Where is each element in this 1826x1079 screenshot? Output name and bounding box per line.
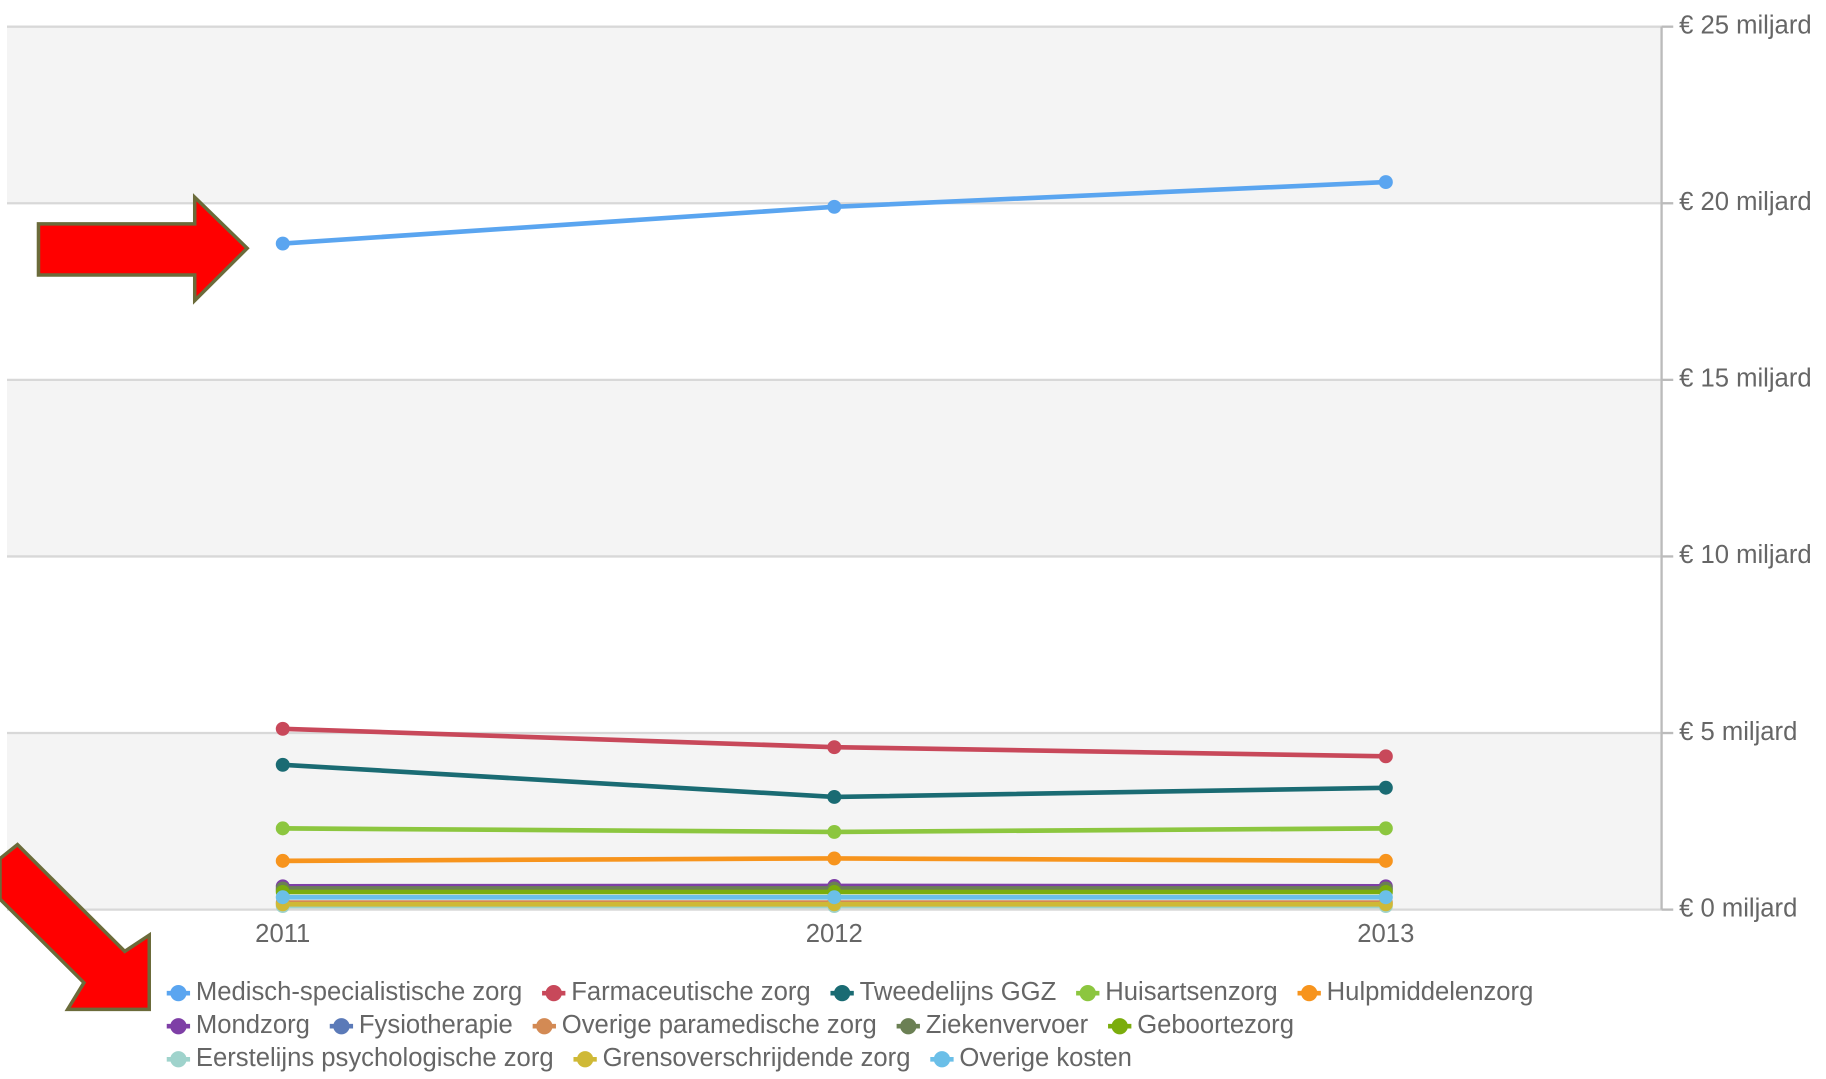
legend-label: Tweedelijns GGZ <box>860 978 1057 1006</box>
legend-label: Overige paramedische zorg <box>562 1011 877 1039</box>
legend-item: Ziekenvervoer <box>896 1011 1089 1039</box>
legend-item: Overige kosten <box>930 1044 1132 1072</box>
legend-label: Medisch-specialistische zorg <box>196 978 522 1006</box>
legend-marker <box>170 985 187 1002</box>
plot-band <box>6 379 1662 557</box>
data-point <box>1378 853 1393 868</box>
data-point <box>275 757 290 772</box>
data-point <box>827 199 842 214</box>
grid: € 0 miljard € 5 miljard € 10 miljard € 15 m… <box>6 11 1812 948</box>
data-point <box>1378 175 1393 190</box>
legend: Medisch-specialistische zorg Farmaceutisc… <box>166 978 1534 1072</box>
data-point <box>275 821 290 836</box>
y-tick-label: € 5 miljard <box>1679 718 1797 746</box>
data-point <box>1378 890 1393 905</box>
y-tick-label: € 15 miljard <box>1679 365 1812 393</box>
legend-item: Geboortezorg <box>1108 1011 1294 1039</box>
legend-item: Huisartsenzorg <box>1076 978 1278 1006</box>
data-point <box>275 721 290 736</box>
legend-marker <box>536 1018 553 1035</box>
legend-label: Overige kosten <box>959 1044 1131 1072</box>
legend-item: Farmaceutische zorg <box>542 978 811 1006</box>
legend-label: Fysiotherapie <box>359 1011 513 1039</box>
legend-item: Overige paramedische zorg <box>532 1011 877 1039</box>
legend-marker <box>933 1051 951 1068</box>
annotation-arrow <box>0 842 152 1012</box>
legend-label: Ziekenvervoer <box>926 1011 1089 1039</box>
legend-marker <box>576 1051 594 1068</box>
x-tick-label: 2012 <box>806 920 863 948</box>
legend-item: Eerstelijns psychologische zorg <box>166 1044 554 1072</box>
legend-label: Geboortezorg <box>1137 1011 1294 1039</box>
y-tick-label: € 20 miljard <box>1679 188 1812 216</box>
data-point <box>1378 821 1393 836</box>
legend-label: Hulpmiddelenzorg <box>1327 978 1534 1006</box>
data-point <box>1378 749 1393 764</box>
legend-marker <box>833 985 851 1002</box>
plot-bands <box>6 26 1662 910</box>
data-point <box>827 890 842 905</box>
legend-item: Tweedelijns GGZ <box>830 978 1056 1006</box>
data-point <box>827 824 842 839</box>
data-point <box>1378 780 1393 795</box>
legend-marker <box>170 1018 187 1035</box>
data-point <box>827 851 842 866</box>
series-lines <box>275 175 1393 914</box>
y-tick-label: € 0 miljard <box>1679 894 1797 922</box>
legend-item: Medisch-specialistische zorg <box>166 978 522 1006</box>
legend-marker <box>333 1018 350 1035</box>
x-tick-label: 2011 <box>255 920 310 948</box>
legend-item: Grensoverschrijdende zorg <box>573 1044 910 1072</box>
data-point <box>275 890 290 905</box>
legend-item: Mondzorg <box>166 1011 310 1039</box>
legend-marker <box>170 1051 187 1068</box>
legend-label: Eerstelijns psychologische zorg <box>196 1044 554 1072</box>
data-point <box>275 853 290 868</box>
plot-band <box>6 26 1662 204</box>
legend-item: Hulpmiddelenzorg <box>1297 978 1534 1006</box>
legend-marker <box>900 1018 917 1035</box>
legend-marker <box>545 985 562 1002</box>
legend-label: Grensoverschrijdende zorg <box>603 1044 911 1072</box>
legend-label: Mondzorg <box>196 1011 310 1039</box>
legend-label: Huisartsenzorg <box>1105 978 1277 1006</box>
y-tick-label: € 25 miljard <box>1679 11 1812 39</box>
data-point <box>827 740 842 755</box>
y-tick-label: € 10 miljard <box>1679 541 1812 569</box>
data-point <box>827 789 842 804</box>
annotation-arrow <box>36 193 250 305</box>
x-tick-label: 2013 <box>1357 920 1414 948</box>
legend-marker <box>1111 1018 1128 1035</box>
legend-marker <box>1079 985 1096 1002</box>
legend-marker <box>1301 985 1318 1002</box>
data-point <box>275 236 290 251</box>
legend-item: Fysiotherapie <box>329 1011 513 1039</box>
legend-label: Farmaceutische zorg <box>571 978 810 1006</box>
